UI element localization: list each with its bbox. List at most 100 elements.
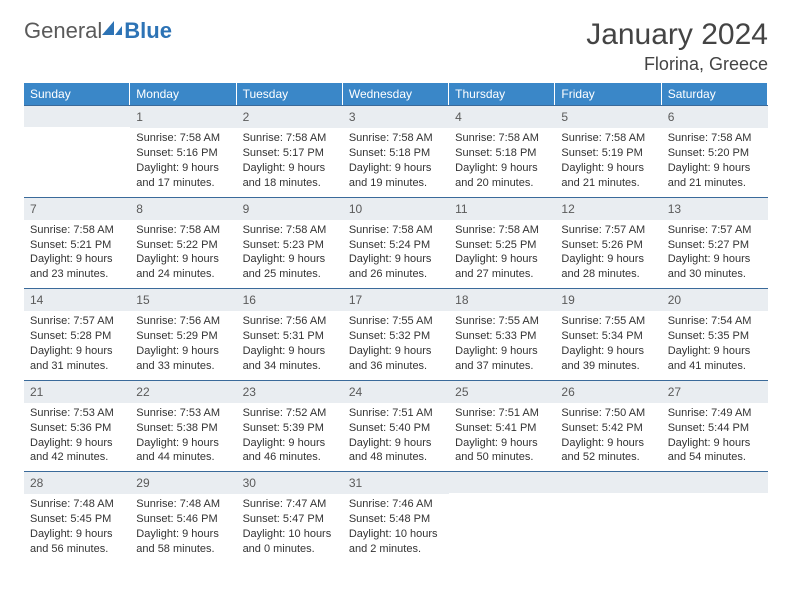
sunrise-text: Sunrise: 7:58 AM xyxy=(349,131,443,146)
sunrise-text: Sunrise: 7:57 AM xyxy=(30,314,124,329)
calendar-cell: 17Sunrise: 7:55 AMSunset: 5:32 PMDayligh… xyxy=(343,288,449,380)
cell-body: Sunrise: 7:48 AMSunset: 5:45 PMDaylight:… xyxy=(24,494,130,562)
cell-body: Sunrise: 7:48 AMSunset: 5:46 PMDaylight:… xyxy=(130,494,236,562)
daylight-text: Daylight: 9 hours xyxy=(136,161,230,176)
day-number: 23 xyxy=(237,381,343,403)
logo-text-blue: Blue xyxy=(124,18,172,44)
day-number xyxy=(449,472,555,493)
daylight-text: Daylight: 9 hours xyxy=(455,344,549,359)
sunrise-text: Sunrise: 7:55 AM xyxy=(349,314,443,329)
day-number xyxy=(555,472,661,493)
sunset-text: Sunset: 5:46 PM xyxy=(136,512,230,527)
daylight-text-2: and 46 minutes. xyxy=(243,450,337,465)
calendar-cell: 26Sunrise: 7:50 AMSunset: 5:42 PMDayligh… xyxy=(555,380,661,472)
day-number: 15 xyxy=(130,289,236,311)
calendar-cell: 30Sunrise: 7:47 AMSunset: 5:47 PMDayligh… xyxy=(237,471,343,563)
daylight-text: Daylight: 9 hours xyxy=(668,436,762,451)
sunrise-text: Sunrise: 7:49 AM xyxy=(668,406,762,421)
daylight-text: Daylight: 9 hours xyxy=(561,344,655,359)
day-number: 27 xyxy=(662,381,768,403)
cell-body: Sunrise: 7:58 AMSunset: 5:18 PMDaylight:… xyxy=(343,128,449,196)
day-header: Thursday xyxy=(449,83,555,105)
daylight-text-2: and 50 minutes. xyxy=(455,450,549,465)
day-number: 9 xyxy=(237,198,343,220)
calendar-cell xyxy=(662,471,768,563)
day-number: 24 xyxy=(343,381,449,403)
daylight-text: Daylight: 9 hours xyxy=(561,436,655,451)
daylight-text: Daylight: 9 hours xyxy=(668,161,762,176)
sunset-text: Sunset: 5:38 PM xyxy=(136,421,230,436)
sunset-text: Sunset: 5:31 PM xyxy=(243,329,337,344)
sunrise-text: Sunrise: 7:58 AM xyxy=(455,131,549,146)
calendar-cell: 27Sunrise: 7:49 AMSunset: 5:44 PMDayligh… xyxy=(662,380,768,472)
calendar-cell xyxy=(24,105,130,197)
day-number: 4 xyxy=(449,106,555,128)
daylight-text: Daylight: 9 hours xyxy=(455,436,549,451)
sunset-text: Sunset: 5:29 PM xyxy=(136,329,230,344)
sunrise-text: Sunrise: 7:48 AM xyxy=(136,497,230,512)
sunrise-text: Sunrise: 7:58 AM xyxy=(30,223,124,238)
sunrise-text: Sunrise: 7:48 AM xyxy=(30,497,124,512)
logo-text-general: General xyxy=(24,18,102,44)
title-block: January 2024 Florina, Greece xyxy=(586,18,768,75)
cell-body: Sunrise: 7:55 AMSunset: 5:32 PMDaylight:… xyxy=(343,311,449,379)
day-header: Saturday xyxy=(662,83,768,105)
sunrise-text: Sunrise: 7:47 AM xyxy=(243,497,337,512)
day-number: 26 xyxy=(555,381,661,403)
cell-body: Sunrise: 7:50 AMSunset: 5:42 PMDaylight:… xyxy=(555,403,661,471)
sunset-text: Sunset: 5:21 PM xyxy=(30,238,124,253)
day-number: 10 xyxy=(343,198,449,220)
sunrise-text: Sunrise: 7:58 AM xyxy=(136,131,230,146)
daylight-text: Daylight: 9 hours xyxy=(455,252,549,267)
daylight-text: Daylight: 9 hours xyxy=(668,344,762,359)
day-number: 18 xyxy=(449,289,555,311)
daylight-text-2: and 18 minutes. xyxy=(243,176,337,191)
calendar-cell: 8Sunrise: 7:58 AMSunset: 5:22 PMDaylight… xyxy=(130,197,236,289)
daylight-text: Daylight: 9 hours xyxy=(455,161,549,176)
calendar-cell: 22Sunrise: 7:53 AMSunset: 5:38 PMDayligh… xyxy=(130,380,236,472)
sunrise-text: Sunrise: 7:56 AM xyxy=(243,314,337,329)
calendar-cell: 3Sunrise: 7:58 AMSunset: 5:18 PMDaylight… xyxy=(343,105,449,197)
daylight-text-2: and 2 minutes. xyxy=(349,542,443,557)
day-number: 6 xyxy=(662,106,768,128)
daylight-text-2: and 33 minutes. xyxy=(136,359,230,374)
sunrise-text: Sunrise: 7:58 AM xyxy=(668,131,762,146)
daylight-text-2: and 54 minutes. xyxy=(668,450,762,465)
sunrise-text: Sunrise: 7:55 AM xyxy=(561,314,655,329)
day-number: 13 xyxy=(662,198,768,220)
cell-body: Sunrise: 7:46 AMSunset: 5:48 PMDaylight:… xyxy=(343,494,449,562)
cell-body: Sunrise: 7:55 AMSunset: 5:34 PMDaylight:… xyxy=(555,311,661,379)
cell-body: Sunrise: 7:56 AMSunset: 5:29 PMDaylight:… xyxy=(130,311,236,379)
daylight-text-2: and 24 minutes. xyxy=(136,267,230,282)
sunrise-text: Sunrise: 7:58 AM xyxy=(455,223,549,238)
day-header: Sunday xyxy=(24,83,130,105)
calendar-cell: 6 Sunrise: 7:58 AMSunset: 5:20 PMDaylight… xyxy=(662,105,768,197)
daylight-text-2: and 19 minutes. xyxy=(349,176,443,191)
sunset-text: Sunset: 5:22 PM xyxy=(136,238,230,253)
day-header: Tuesday xyxy=(237,83,343,105)
cell-body: Sunrise: 7:47 AMSunset: 5:47 PMDaylight:… xyxy=(237,494,343,562)
sunset-text: Sunset: 5:27 PM xyxy=(668,238,762,253)
cell-body: Sunrise: 7:54 AMSunset: 5:35 PMDaylight:… xyxy=(662,311,768,379)
sunrise-text: Sunrise: 7:54 AM xyxy=(668,314,762,329)
daylight-text: Daylight: 9 hours xyxy=(136,344,230,359)
day-number xyxy=(662,472,768,493)
cell-body: Sunrise: 7:55 AMSunset: 5:33 PMDaylight:… xyxy=(449,311,555,379)
location-label: Florina, Greece xyxy=(586,54,768,75)
day-number: 25 xyxy=(449,381,555,403)
calendar-cell: 24Sunrise: 7:51 AMSunset: 5:40 PMDayligh… xyxy=(343,380,449,472)
daylight-text-2: and 48 minutes. xyxy=(349,450,443,465)
calendar-cell: 13Sunrise: 7:57 AMSunset: 5:27 PMDayligh… xyxy=(662,197,768,289)
daylight-text: Daylight: 9 hours xyxy=(561,161,655,176)
cell-body: Sunrise: 7:56 AMSunset: 5:31 PMDaylight:… xyxy=(237,311,343,379)
sunset-text: Sunset: 5:20 PM xyxy=(668,146,762,161)
sunrise-text: Sunrise: 7:56 AM xyxy=(136,314,230,329)
day-number: 19 xyxy=(555,289,661,311)
sunset-text: Sunset: 5:23 PM xyxy=(243,238,337,253)
sunrise-text: Sunrise: 7:53 AM xyxy=(30,406,124,421)
daylight-text-2: and 36 minutes. xyxy=(349,359,443,374)
day-number: 14 xyxy=(24,289,130,311)
day-number: 21 xyxy=(24,381,130,403)
daylight-text-2: and 44 minutes. xyxy=(136,450,230,465)
daylight-text-2: and 26 minutes. xyxy=(349,267,443,282)
